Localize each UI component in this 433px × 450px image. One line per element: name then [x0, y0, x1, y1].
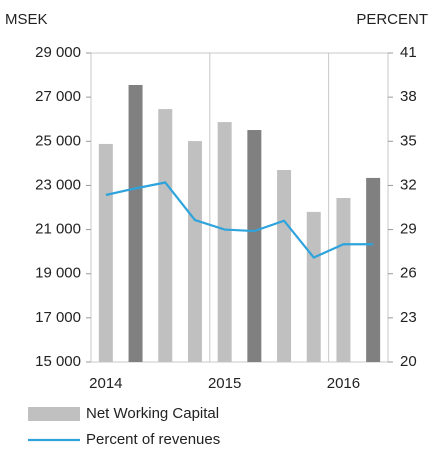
- y-tick-label: 25 000: [35, 132, 81, 149]
- legend-label: Net Working Capital: [86, 405, 219, 422]
- bar: [98, 143, 113, 362]
- y-tick-label: 23 000: [35, 176, 81, 193]
- y-tick-label: 19 000: [35, 265, 81, 282]
- x-tick-label: 2014: [89, 375, 122, 392]
- line: [105, 181, 374, 259]
- y2-tick-label: 35: [400, 132, 417, 149]
- bar: [217, 122, 232, 362]
- y-tick-label: 15 000: [35, 353, 81, 370]
- y-tick-label: 27 000: [35, 88, 81, 105]
- x-tick-label: 2016: [327, 375, 360, 392]
- bar: [366, 177, 381, 362]
- bar: [277, 169, 292, 362]
- y2-tick-label: 32: [400, 176, 417, 193]
- x-tick-label: 2015: [208, 375, 241, 392]
- y-axis-label: MSEK: [5, 11, 48, 28]
- bar: [187, 141, 202, 362]
- y2-tick-label: 38: [400, 88, 417, 105]
- bar: [306, 211, 321, 362]
- bar: [247, 130, 262, 362]
- y2-tick-label: 26: [400, 265, 417, 282]
- bar: [336, 198, 351, 362]
- plot-frame: [90, 52, 389, 363]
- y-tick-label: 21 000: [35, 221, 81, 238]
- y2-tick-label: 29: [400, 221, 417, 238]
- y2-axis-label: PERCENT: [356, 11, 428, 28]
- y2-tick-label: 20: [400, 353, 417, 370]
- bar: [128, 85, 143, 362]
- y-tick-label: 17 000: [35, 309, 81, 326]
- y-tick-label: 29 000: [35, 44, 81, 61]
- y2-tick-label: 41: [400, 44, 417, 61]
- y2-tick-label: 23: [400, 309, 417, 326]
- bar: [158, 109, 173, 362]
- legend-swatch: [28, 407, 80, 421]
- legend-label: Percent of revenues: [86, 431, 220, 448]
